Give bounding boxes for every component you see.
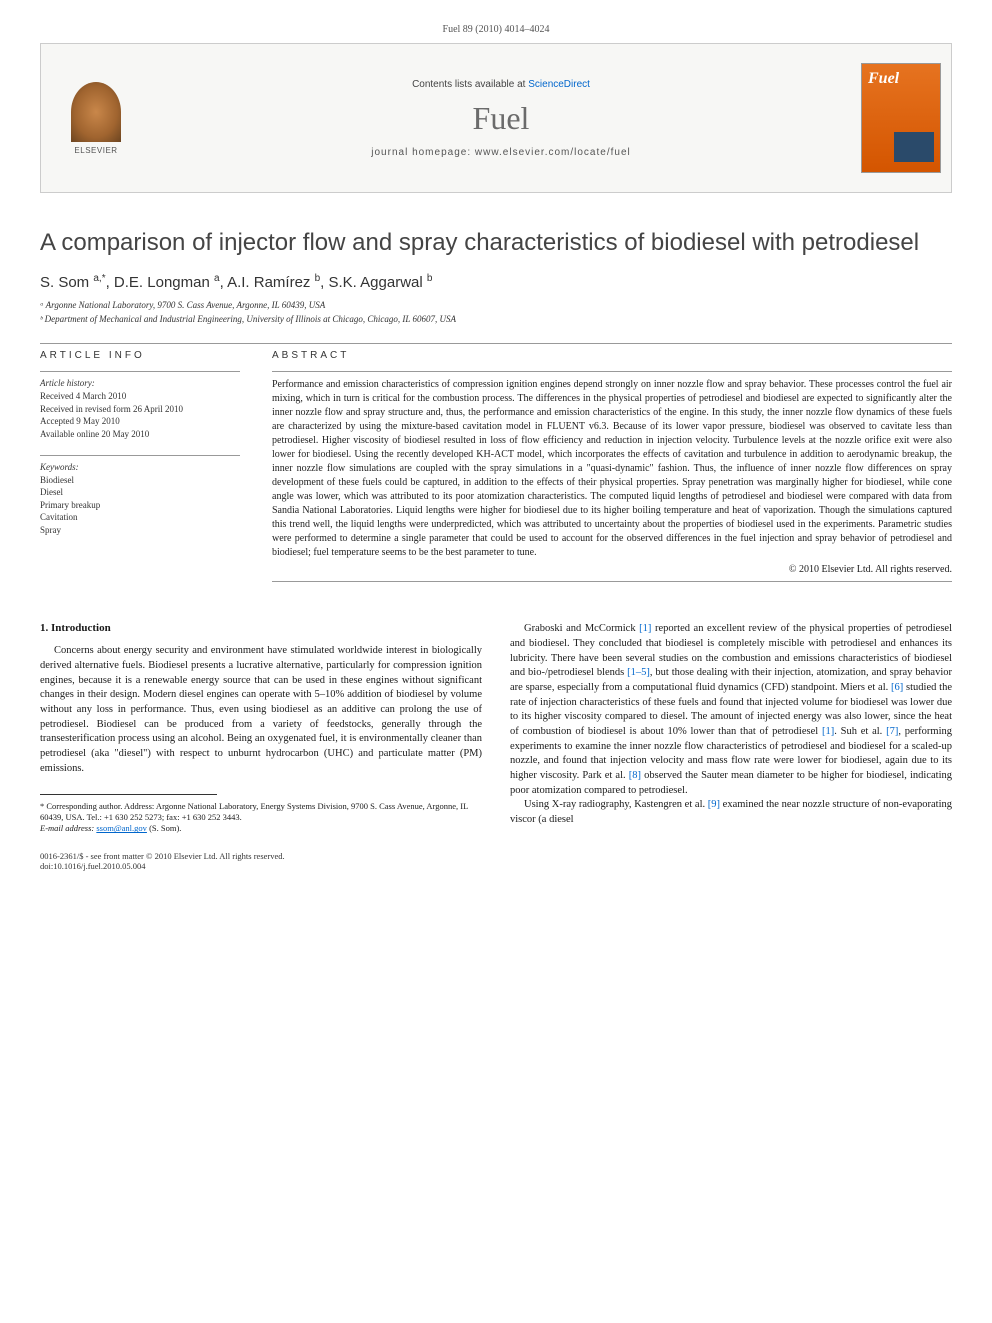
elsevier-tree-icon xyxy=(71,82,121,142)
footer-doi-line: doi:10.1016/j.fuel.2010.05.004 xyxy=(40,861,952,871)
contents-prefix: Contents lists available at xyxy=(412,79,528,90)
corresponding-author-footnote: * Corresponding author. Address: Argonne… xyxy=(40,801,482,823)
homepage-url: www.elsevier.com/locate/fuel xyxy=(475,147,631,158)
keyword: Cavitation xyxy=(40,511,240,524)
publisher-name: ELSEVIER xyxy=(74,146,117,155)
body-columns: 1. Introduction Concerns about energy se… xyxy=(40,622,952,834)
affiliations: ᵃ Argonne National Laboratory, 9700 S. C… xyxy=(40,299,952,325)
citation-header: Fuel 89 (2010) 4014–4024 xyxy=(40,24,952,35)
keywords-label: Keywords: xyxy=(40,462,240,472)
article-title: A comparison of injector flow and spray … xyxy=(40,229,952,257)
abstract-copyright: © 2010 Elsevier Ltd. All rights reserved… xyxy=(272,564,952,575)
homepage-line: journal homepage: www.elsevier.com/locat… xyxy=(371,147,630,158)
email-label: E-mail address: xyxy=(40,823,94,833)
info-abstract-row: ARTICLE INFO Article history: Received 4… xyxy=(40,350,952,588)
journal-banner: ELSEVIER Contents lists available at Sci… xyxy=(40,43,952,193)
body-column-right: Graboski and McCormick [1] reported an e… xyxy=(510,622,952,834)
intro-paragraph-1: Concerns about energy security and envir… xyxy=(40,644,482,776)
journal-name: Fuel xyxy=(473,100,530,137)
keyword: Primary breakup xyxy=(40,499,240,512)
keyword: Biodiesel xyxy=(40,474,240,487)
banner-center: Contents lists available at ScienceDirec… xyxy=(151,44,851,192)
abstract-text: Performance and emission characteristics… xyxy=(272,378,952,560)
journal-cover-block: Fuel xyxy=(851,44,951,192)
publisher-logo-block: ELSEVIER xyxy=(41,44,151,192)
keyword: Diesel xyxy=(40,486,240,499)
journal-cover: Fuel xyxy=(861,63,941,173)
history-label: Article history: xyxy=(40,378,240,388)
article-history-block: Article history: Received 4 March 2010 R… xyxy=(40,378,240,440)
email-link[interactable]: ssom@anl.gov xyxy=(96,823,147,833)
affiliation-a: ᵃ Argonne National Laboratory, 9700 S. C… xyxy=(40,299,952,312)
article-info-column: ARTICLE INFO Article history: Received 4… xyxy=(40,350,240,588)
history-accepted: Accepted 9 May 2010 xyxy=(40,415,240,428)
divider xyxy=(272,581,952,582)
intro-paragraph-2: Graboski and McCormick [1] reported an e… xyxy=(510,622,952,798)
contents-available-line: Contents lists available at ScienceDirec… xyxy=(412,79,590,90)
body-column-left: 1. Introduction Concerns about energy se… xyxy=(40,622,482,834)
affiliation-b: ᵇ Department of Mechanical and Industria… xyxy=(40,313,952,326)
abstract-column: ABSTRACT Performance and emission charac… xyxy=(272,350,952,588)
divider xyxy=(40,371,240,372)
divider xyxy=(272,371,952,372)
cover-title: Fuel xyxy=(868,70,899,88)
elsevier-logo: ELSEVIER xyxy=(61,73,131,163)
keyword: Spray xyxy=(40,524,240,537)
article-info-heading: ARTICLE INFO xyxy=(40,350,240,361)
history-revised: Received in revised form 26 April 2010 xyxy=(40,403,240,416)
divider xyxy=(40,343,952,344)
history-online: Available online 20 May 2010 xyxy=(40,428,240,441)
cover-thumbnail xyxy=(894,132,934,162)
intro-paragraph-3: Using X-ray radiography, Kastengren et a… xyxy=(510,798,952,827)
keywords-block: Keywords: Biodiesel Diesel Primary break… xyxy=(40,462,240,537)
email-who: (S. Som). xyxy=(149,823,181,833)
homepage-prefix: journal homepage: xyxy=(371,147,475,158)
footnote-separator xyxy=(40,794,217,795)
authors-line: S. Som a,*, D.E. Longman a, A.I. Ramírez… xyxy=(40,273,952,291)
sciencedirect-link[interactable]: ScienceDirect xyxy=(528,79,590,90)
divider xyxy=(40,455,240,456)
section-1-heading: 1. Introduction xyxy=(40,622,482,634)
footer-issn-line: 0016-2361/$ - see front matter © 2010 El… xyxy=(40,851,952,861)
abstract-heading: ABSTRACT xyxy=(272,350,952,361)
history-received: Received 4 March 2010 xyxy=(40,390,240,403)
email-footnote: E-mail address: ssom@anl.gov (S. Som). xyxy=(40,823,482,834)
